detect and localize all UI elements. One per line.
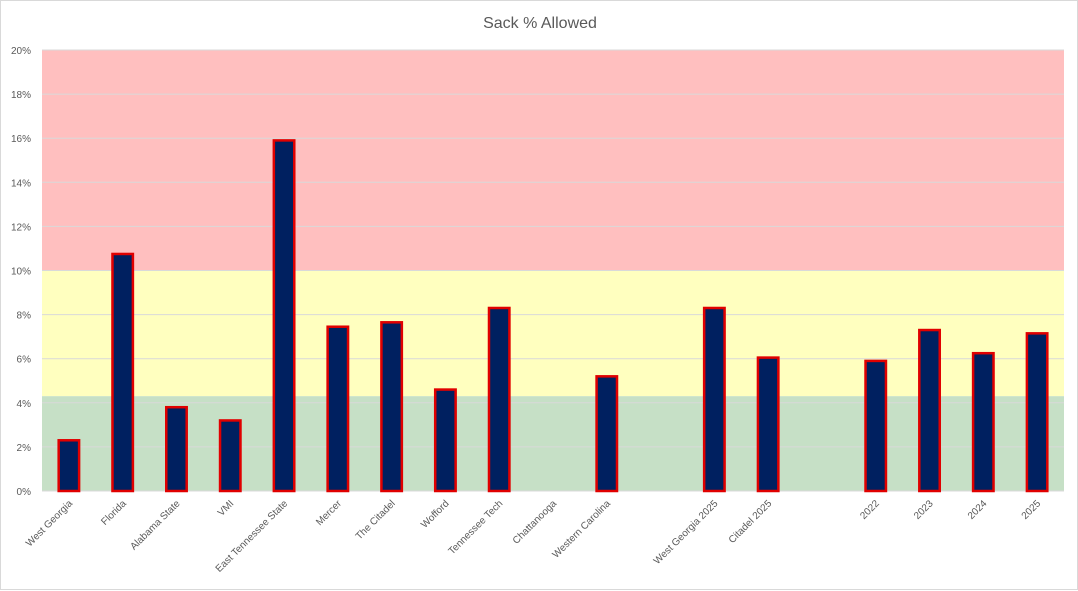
band-1 — [42, 270, 1064, 397]
band-0 — [42, 50, 1064, 271]
y-tick-label: 12% — [11, 222, 31, 233]
bar — [326, 325, 350, 493]
y-tick-label: 10% — [11, 267, 31, 278]
bar — [218, 419, 242, 493]
x-tick-label: West Georgia — [24, 498, 75, 549]
x-tick-label: VMI — [216, 498, 236, 518]
bar — [165, 405, 188, 493]
x-tick-label: West Georgia 2025 — [652, 498, 721, 567]
bar — [595, 375, 619, 493]
bar — [272, 139, 296, 493]
x-tick-label: Citadel 2025 — [727, 498, 775, 546]
y-tick-label: 8% — [17, 311, 32, 322]
y-tick-label: 4% — [17, 399, 32, 410]
x-tick-label: Alabama State — [128, 498, 182, 552]
bar — [702, 306, 726, 493]
bar — [971, 351, 995, 493]
bar — [864, 359, 888, 493]
x-tick-label: 2023 — [912, 498, 936, 522]
bar — [111, 252, 135, 493]
y-tick-label: 2% — [17, 443, 32, 454]
y-tick-label: 18% — [11, 90, 31, 101]
y-tick-label: 16% — [11, 134, 31, 145]
x-tick-label: Florida — [99, 498, 129, 528]
x-tick-label: Tennessee Tech — [447, 498, 506, 557]
chart-title: Sack % Allowed — [483, 15, 597, 32]
x-tick-label: Mercer — [314, 498, 344, 528]
x-tick-label: Wofford — [419, 498, 451, 530]
x-tick-label: Western Carolina — [551, 498, 614, 561]
bar — [57, 439, 81, 493]
bar — [433, 388, 457, 493]
bar — [380, 321, 404, 493]
bar — [1025, 332, 1049, 493]
x-tick-label: 2024 — [966, 498, 990, 522]
y-tick-label: 0% — [17, 487, 32, 498]
x-tick-label: 2022 — [858, 498, 882, 522]
bar — [487, 306, 511, 493]
x-tick-label: 2025 — [1020, 498, 1044, 522]
x-tick-label: The Citadel — [354, 498, 398, 542]
band-2 — [42, 396, 1064, 491]
y-tick-label: 20% — [11, 46, 31, 57]
y-tick-label: 14% — [11, 178, 31, 189]
bar — [756, 356, 780, 493]
x-tick-label: Chattanooga — [511, 498, 560, 547]
bar — [918, 328, 941, 493]
y-tick-label: 6% — [17, 355, 32, 366]
